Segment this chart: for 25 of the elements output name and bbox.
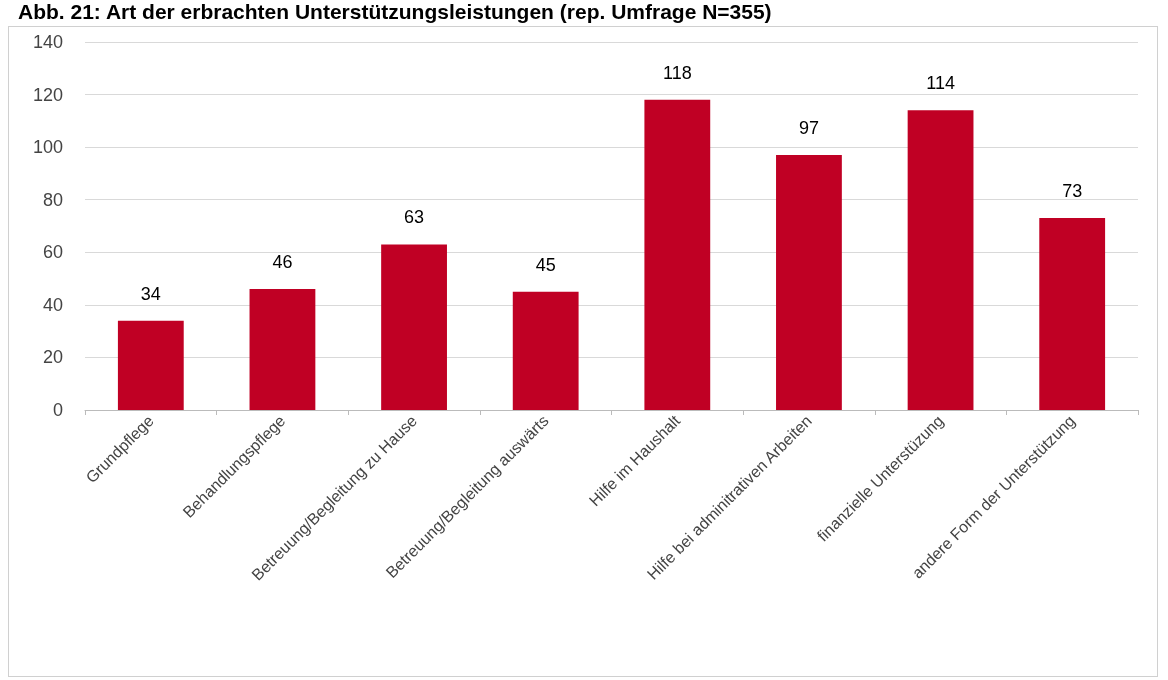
y-tick-label: 0 [52, 400, 63, 420]
y-tick-label: 20 [42, 347, 63, 368]
bar [249, 289, 316, 410]
bar [1039, 218, 1106, 410]
bar [907, 110, 974, 410]
chart-title: Abb. 21: Art der erbrachten Unterstützungsleistungen (rep. Umfrage N=355) [18, 0, 772, 24]
bar [381, 244, 447, 410]
bar [117, 320, 184, 410]
data-label: 45 [535, 254, 556, 275]
y-tick-label: 40 [42, 294, 63, 315]
data-label: 118 [662, 62, 692, 83]
bar [512, 291, 579, 410]
y-tick-label: 100 [32, 137, 63, 158]
y-tick-label: 120 [32, 84, 63, 105]
y-tick-label: 60 [42, 242, 63, 263]
bar [776, 155, 842, 410]
data-label: 63 [404, 207, 425, 228]
data-label: 73 [1062, 181, 1083, 202]
data-label: 97 [798, 118, 819, 139]
data-label: 46 [272, 252, 293, 273]
data-label: 34 [140, 283, 161, 304]
data-label: 114 [926, 73, 955, 94]
y-tick-label: 80 [42, 189, 63, 210]
y-tick-label: 140 [32, 32, 63, 52]
bar [644, 99, 711, 410]
